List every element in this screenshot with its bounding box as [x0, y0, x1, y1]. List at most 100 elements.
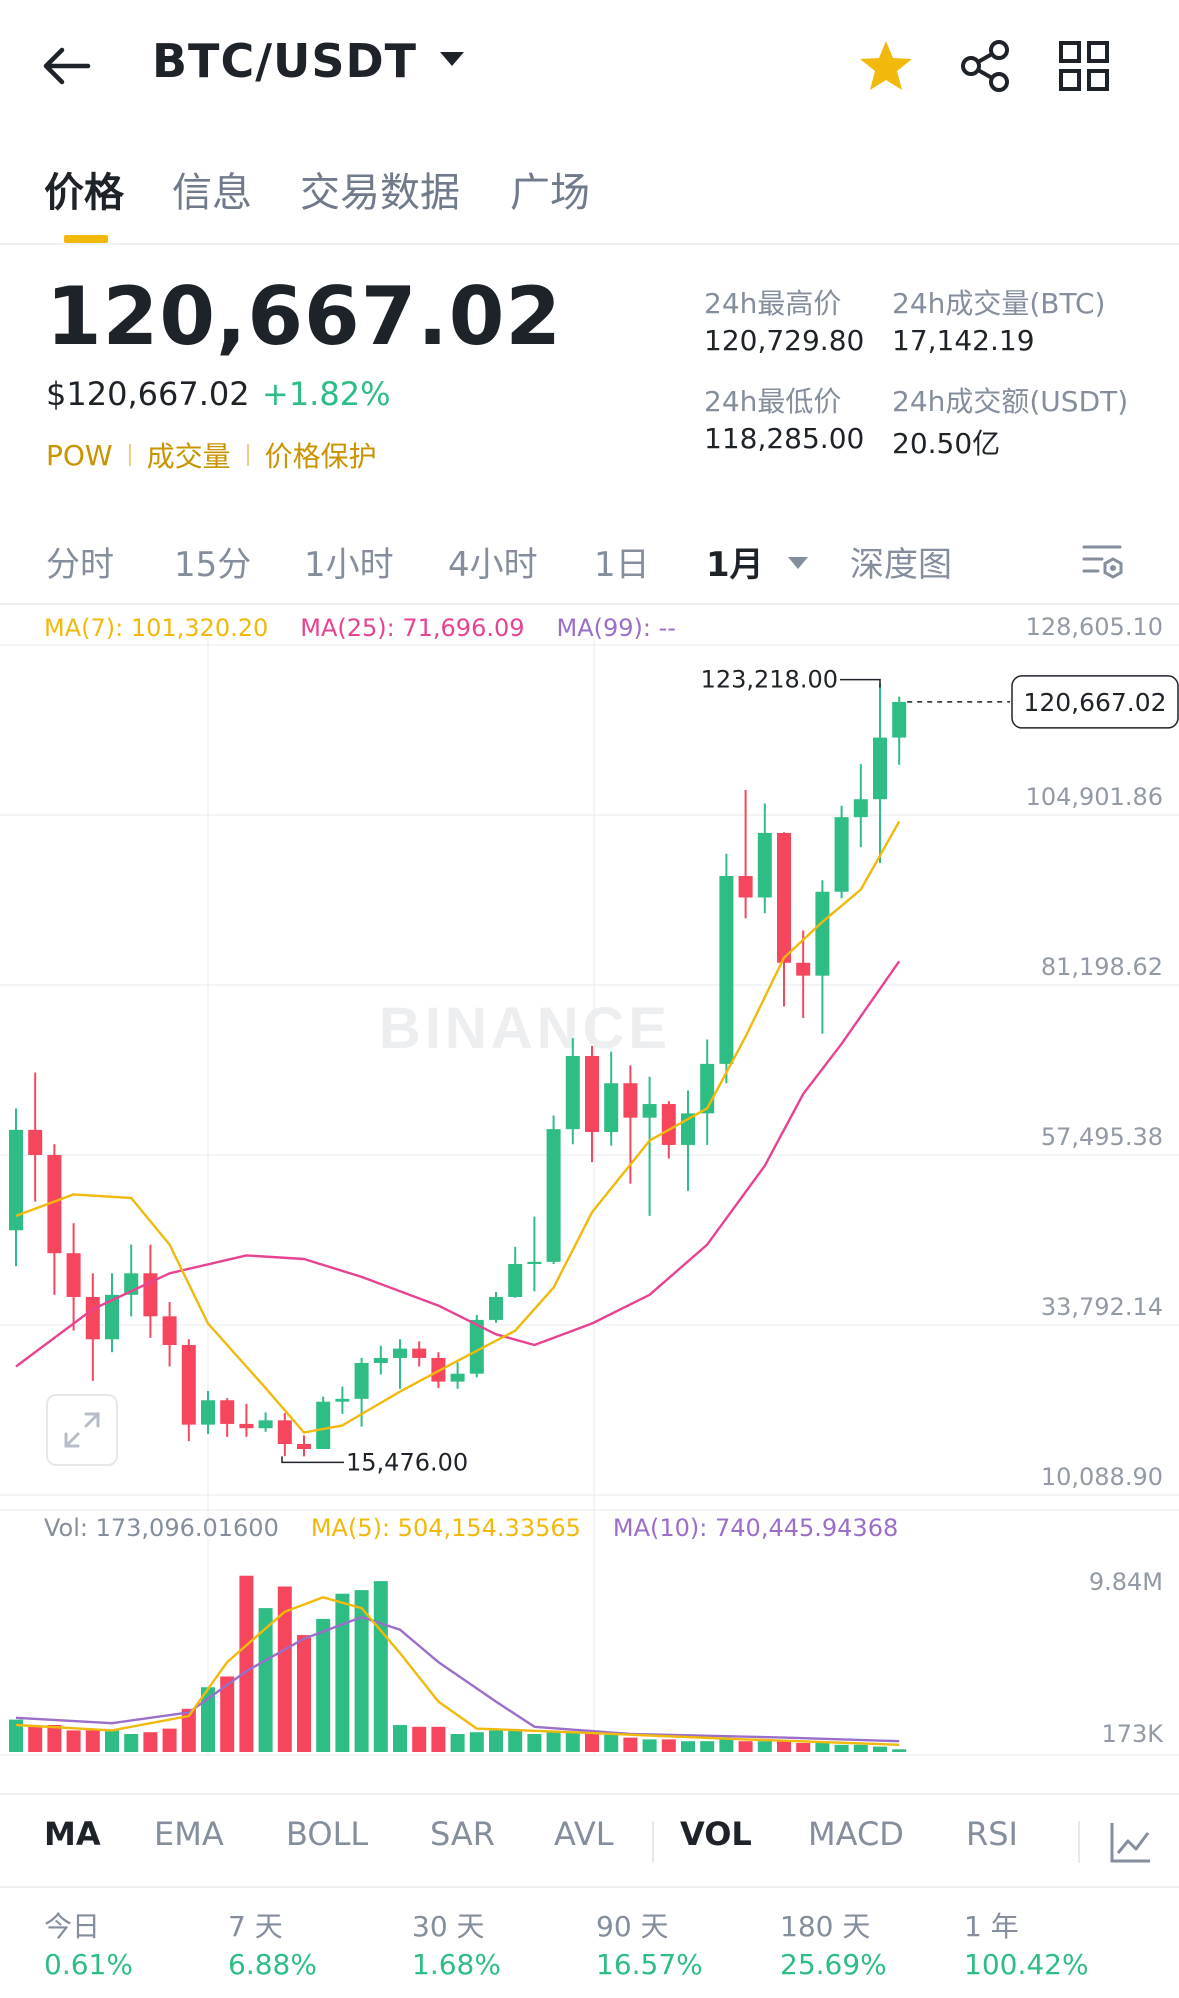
indicator-ma[interactable]: MA [44, 1815, 101, 1853]
performance-value: 0.61% [44, 1948, 133, 1981]
ma7-legend: MA(7): 101,320.20 [44, 614, 269, 642]
candle-body [354, 1362, 369, 1399]
volume-bar [431, 1726, 446, 1752]
volume-bar [585, 1734, 599, 1752]
caret-down-icon[interactable] [786, 555, 810, 571]
volume-bar [354, 1590, 369, 1752]
indicator-boll[interactable]: BOLL [286, 1815, 369, 1853]
high-marker-label: 123,218.00 [701, 666, 838, 694]
chart-settings-icon[interactable] [1080, 539, 1126, 585]
candle-body [469, 1319, 484, 1374]
candle-body [815, 891, 830, 976]
interval-1month[interactable]: 1月 [706, 545, 764, 585]
volume-bar [373, 1581, 388, 1752]
ma25-line [15, 960, 901, 1368]
interval-15m[interactable]: 15分 [174, 545, 252, 585]
menu-button[interactable] [1050, 32, 1118, 100]
low-marker-line [281, 1456, 344, 1464]
share-button[interactable] [952, 32, 1020, 100]
fullscreen-button[interactable] [46, 1394, 118, 1466]
volume-bar [297, 1635, 311, 1752]
indicator-rsi[interactable]: RSI [966, 1815, 1018, 1853]
volume-bar [47, 1725, 62, 1752]
volume-bar [738, 1741, 753, 1752]
share-icon [961, 40, 1009, 92]
volume-bar [815, 1743, 830, 1752]
price-tick-label: 104,901.86 [1026, 783, 1163, 811]
chart-annotations: 120,667.02 123,218.00 15,476.00 [281, 666, 1179, 1476]
candle-body [297, 1443, 311, 1450]
price-change: +1.82% [262, 375, 391, 413]
tag-price-protection[interactable]: 价格保护 [264, 440, 377, 473]
price-tick-label: 57,495.38 [1041, 1123, 1163, 1151]
indicator-bar: MA EMA BOLL SAR AVL VOL MACD RSI [0, 1793, 1179, 1888]
candle-body [316, 1401, 331, 1450]
price-axis: 128,605.10 104,901.86 81,198.62 57,495.38 33… [1026, 613, 1165, 1748]
volume-btc-label: 24h成交量(BTC) [892, 287, 1106, 320]
tab-price[interactable]: 价格 [44, 170, 124, 216]
high-value: 120,729.80 [704, 324, 865, 357]
indicator-macd[interactable]: MACD [808, 1815, 904, 1853]
candle-body [873, 737, 887, 800]
candle-body [105, 1294, 119, 1340]
candle-body [181, 1345, 196, 1425]
indicator-ema[interactable]: EMA [154, 1815, 224, 1853]
candle-body [489, 1296, 503, 1320]
volume-bar [239, 1575, 254, 1752]
tag-divider [128, 444, 131, 466]
candle-body [738, 875, 753, 898]
candle-body [9, 1129, 23, 1231]
interval-depth[interactable]: 深度图 [850, 545, 952, 585]
ma99-legend: MA(99): -- [556, 614, 676, 642]
back-button[interactable] [40, 38, 110, 94]
volume-btc-value: 17,142.19 [892, 324, 1035, 357]
pair-selector[interactable] [438, 50, 466, 72]
volume-legend: Vol: 173,096.01600 MA(5): 504,154.33565 … [44, 1514, 898, 1542]
ma7-line [15, 820, 901, 1434]
interval-1h[interactable]: 1小时 [304, 545, 394, 585]
kline-chart[interactable]: BINANCE 128,605.10 104,901.86 81,198.62 57,… [0, 600, 1179, 1760]
interval-time[interactable]: 分时 [46, 545, 114, 585]
volume-bar [450, 1734, 465, 1752]
volume-bar [124, 1734, 139, 1752]
tag-pow[interactable]: POW [46, 438, 113, 472]
indicator-avl[interactable]: AVL [554, 1815, 614, 1853]
candle-body [834, 817, 849, 892]
tag-volume[interactable]: 成交量 [146, 440, 231, 473]
candle-body [258, 1420, 273, 1429]
pair-title[interactable]: BTC/USDT [152, 34, 418, 88]
volume-bar [28, 1726, 43, 1752]
indicator-vol[interactable]: VOL [680, 1815, 752, 1853]
vol-legend: Vol: 173,096.01600 [44, 1514, 279, 1542]
volume-bar [661, 1739, 676, 1752]
performance-value: 6.88% [228, 1948, 317, 1981]
volume-bar [201, 1687, 215, 1752]
performance-label: 7 天 [228, 1910, 283, 1943]
tab-info[interactable]: 信息 [172, 170, 252, 216]
interval-1d[interactable]: 1日 [594, 545, 650, 585]
tab-square[interactable]: 广场 [510, 170, 590, 216]
low-value: 118,285.00 [704, 422, 865, 455]
price-tick-label: 10,088.90 [1041, 1463, 1163, 1491]
candle-body [661, 1104, 676, 1145]
indicator-chart-icon[interactable] [1108, 1819, 1154, 1865]
interval-4h[interactable]: 4小时 [448, 545, 538, 585]
tab-trading-data[interactable]: 交易数据 [300, 170, 460, 216]
volume-bar [412, 1726, 427, 1752]
usd-price: $120,667.02 [46, 375, 250, 413]
indicator-sar[interactable]: SAR [430, 1815, 496, 1853]
volume-bar [105, 1730, 119, 1752]
high-label: 24h最高价 [704, 287, 842, 320]
volume-bar [162, 1728, 177, 1752]
performance-value: 1.68% [412, 1948, 501, 1981]
star-icon [860, 41, 912, 90]
favorite-button[interactable] [852, 32, 920, 100]
candle-body [777, 832, 791, 963]
candle-body [853, 799, 868, 818]
low-label: 24h最低价 [704, 385, 842, 418]
volume-bar [681, 1741, 695, 1752]
candle-body [623, 1083, 638, 1118]
caret-down-icon [440, 52, 464, 66]
volume-usdt-label: 24h成交额(USDT) [892, 385, 1129, 418]
candle-body [220, 1400, 235, 1424]
